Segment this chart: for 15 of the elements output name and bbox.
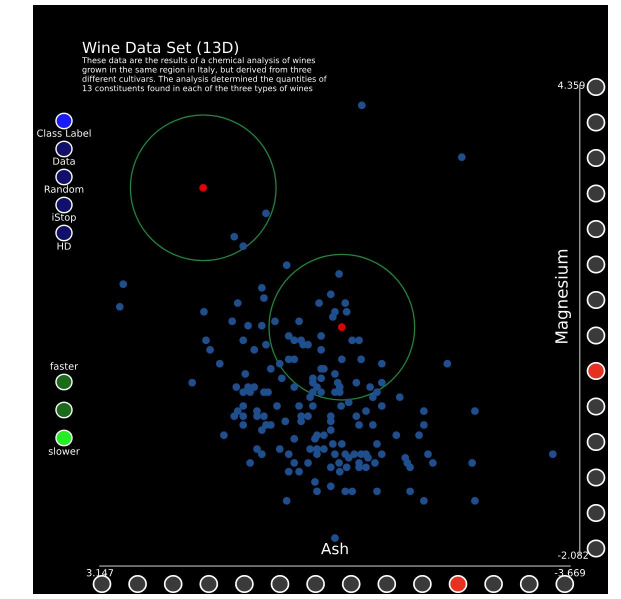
text: Data	[53, 158, 75, 165]
y-tick-label: 4.359	[558, 81, 585, 89]
text: HD	[58, 242, 71, 250]
chart-subtitle: These data are the results of a chemical analysis of wines grown in the same region in Italy, but derived from three different cultivars. The analysis determined the quantities of 13 constituents found in each of the three types of wines	[82, 57, 327, 93]
y-axis-title: Magnesium	[554, 250, 572, 343]
x-axis-title: Ash	[321, 542, 348, 554]
y-tick-label: -2.082	[558, 551, 588, 559]
x-tick-label: -3.669	[554, 569, 585, 576]
text: iStop	[52, 213, 76, 223]
text: faster	[50, 362, 78, 370]
x-tick-label: 3.147	[86, 569, 114, 576]
chart-title: Wine Data Set (13D)	[82, 41, 238, 56]
text: slower	[48, 447, 80, 455]
text: Random	[44, 185, 84, 193]
text: Class Label	[37, 129, 91, 137]
